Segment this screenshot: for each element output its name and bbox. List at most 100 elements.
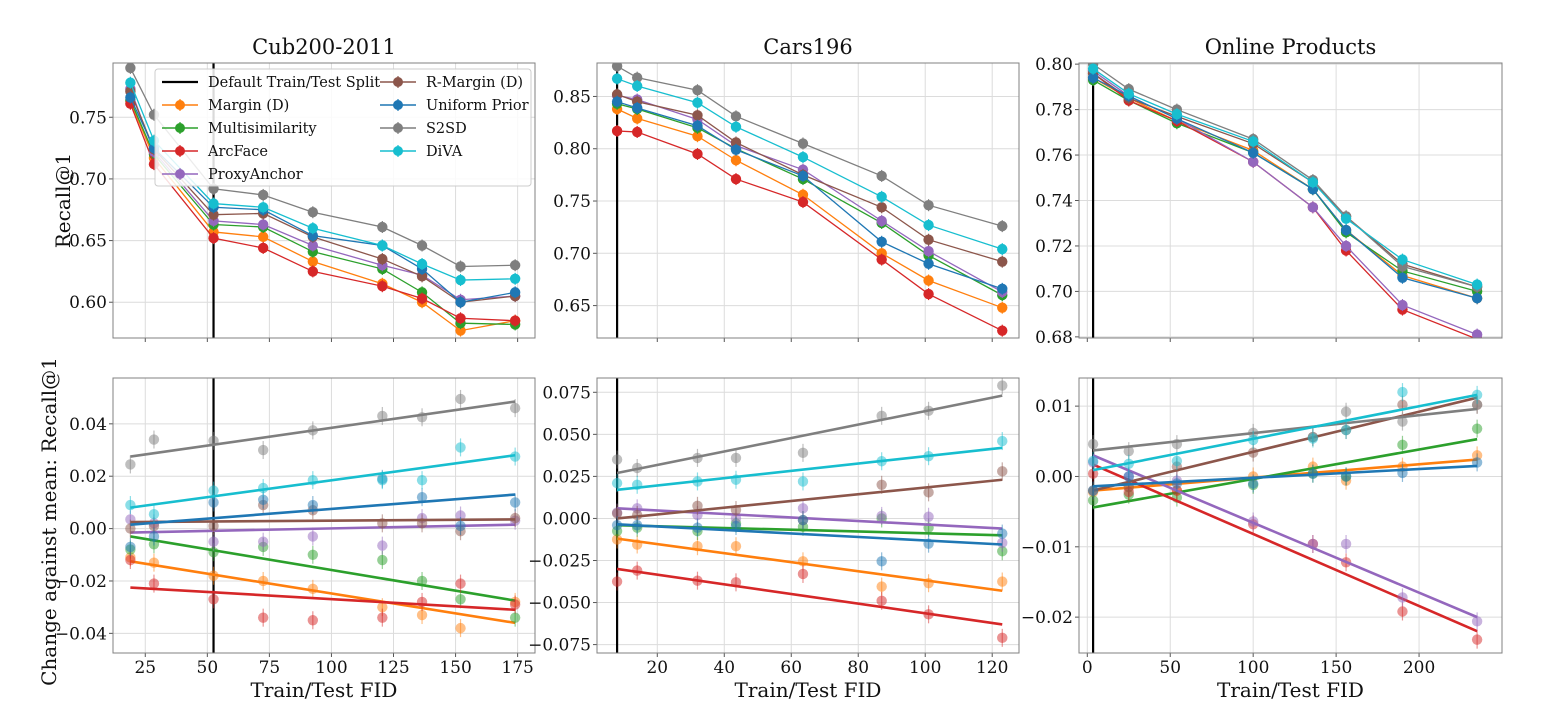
data-point: [509, 287, 521, 298]
y-tick-label: 0.80: [1035, 55, 1073, 75]
data-point: [997, 243, 1008, 255]
data-point: [797, 568, 809, 580]
y-tick-label: 0.025: [542, 467, 591, 487]
x-tick-label: 175: [501, 658, 533, 678]
data-point: [416, 609, 428, 621]
y-tick-label: 0.85: [553, 87, 591, 107]
data-point: [416, 240, 428, 251]
y-tick-label: −0.050: [528, 594, 591, 614]
x-tick-label: 125: [377, 658, 409, 678]
fit-line: [616, 567, 1003, 626]
panel-bottom-left: 25 50 75 100 125 150 175 −0.04 −0.02 0.00 0.02 0.04…: [37, 357, 536, 702]
data-point: [997, 576, 1008, 587]
series-s2sd: [125, 389, 521, 474]
y-tick-label: 0.00: [69, 520, 107, 540]
panel-top-right: 0.68 0.70 0.72 0.74 0.76 0.78 0.80 Online Produ…: [1035, 35, 1503, 348]
data-point: [377, 554, 388, 566]
data-point: [377, 601, 388, 613]
data-point: [1340, 538, 1352, 550]
ticks: 0 50 100 150 200 −0.02 −0.01 0.00 0.01: [1021, 397, 1435, 678]
data-point: [455, 622, 466, 634]
data-point: [1087, 438, 1099, 450]
series-line: [617, 130, 1003, 332]
data-point: [730, 540, 742, 552]
y-tick-label: 0.65: [69, 232, 107, 252]
series-margin-d: [1087, 71, 1483, 305]
data-point: [730, 137, 742, 148]
data-point: [631, 102, 643, 114]
series-s2sd: [611, 378, 1008, 477]
data-point: [631, 72, 643, 83]
data-point: [730, 452, 742, 464]
data-point: [923, 288, 934, 300]
data-point: [307, 240, 319, 251]
data-point: [611, 63, 623, 72]
data-point: [208, 497, 219, 508]
y-tick-label: 0.74: [1035, 192, 1073, 212]
data-point: [876, 581, 887, 592]
data-point: [997, 256, 1008, 267]
fit-line: [1092, 393, 1478, 472]
data-point: [692, 110, 703, 121]
fit-line: [130, 493, 516, 526]
y-tick-label: 0.60: [69, 293, 107, 313]
data-point: [997, 283, 1008, 295]
y-tick-label: 0.050: [542, 425, 591, 445]
data-point: [1087, 468, 1099, 479]
data-point: [307, 223, 319, 234]
legend-label: Uniform Prior: [426, 98, 529, 114]
data-point: [416, 293, 428, 304]
data-point: [1397, 254, 1408, 265]
x-axis-label: Train/Test FID: [735, 678, 882, 702]
data-point: [416, 271, 428, 282]
data-point: [307, 549, 319, 560]
x-tick-label: 60: [780, 658, 802, 678]
data-point: [1340, 213, 1352, 224]
data-point: [1087, 455, 1099, 467]
x-tick-label: 120: [976, 658, 1008, 678]
data-point: [631, 126, 643, 138]
data-point: [611, 73, 623, 84]
data-point: [1123, 471, 1134, 482]
data-point: [997, 220, 1008, 232]
data-point: [455, 325, 466, 336]
fit-line: [130, 400, 516, 458]
data-point: [1340, 240, 1352, 252]
axes-frame: [112, 377, 536, 654]
data-point: [730, 111, 742, 122]
y-tick-label: 0.75: [553, 192, 591, 212]
data-point: [377, 240, 388, 251]
series-line: [1092, 68, 1478, 286]
ticks: 0.60 0.65 0.70 0.75: [69, 108, 519, 342]
data-point: [876, 510, 887, 522]
data-point: [692, 148, 703, 160]
legend-item-proxyanchor: ProxyAnchor: [162, 167, 303, 183]
data-point: [1340, 224, 1352, 236]
data-point: [307, 266, 319, 277]
data-point: [1171, 455, 1183, 467]
data-point: [797, 189, 809, 200]
fit-line: [1093, 464, 1478, 488]
y-tick-label: −0.01: [1021, 538, 1073, 558]
data-point: [455, 297, 466, 308]
series-line: [1092, 77, 1478, 299]
data-point: [730, 173, 742, 185]
y-tick-label: 0.75: [69, 108, 107, 128]
data-point: [208, 209, 219, 220]
y-tick-label: −0.075: [528, 636, 591, 656]
series-diva: [611, 72, 1008, 256]
data-point: [307, 531, 319, 542]
series-arcface: [611, 561, 1008, 647]
plot-area: [1087, 63, 1483, 338]
data-point: [876, 202, 887, 213]
y-tick-label: −0.025: [528, 551, 591, 571]
data-point: [923, 275, 934, 286]
data-point: [692, 130, 703, 142]
series-line: [616, 93, 1003, 263]
series-line: [616, 78, 1003, 250]
legend-marker-swatch: [175, 123, 185, 133]
fit-line: [1092, 437, 1478, 509]
data-point: [797, 138, 809, 149]
data-point: [797, 503, 809, 514]
